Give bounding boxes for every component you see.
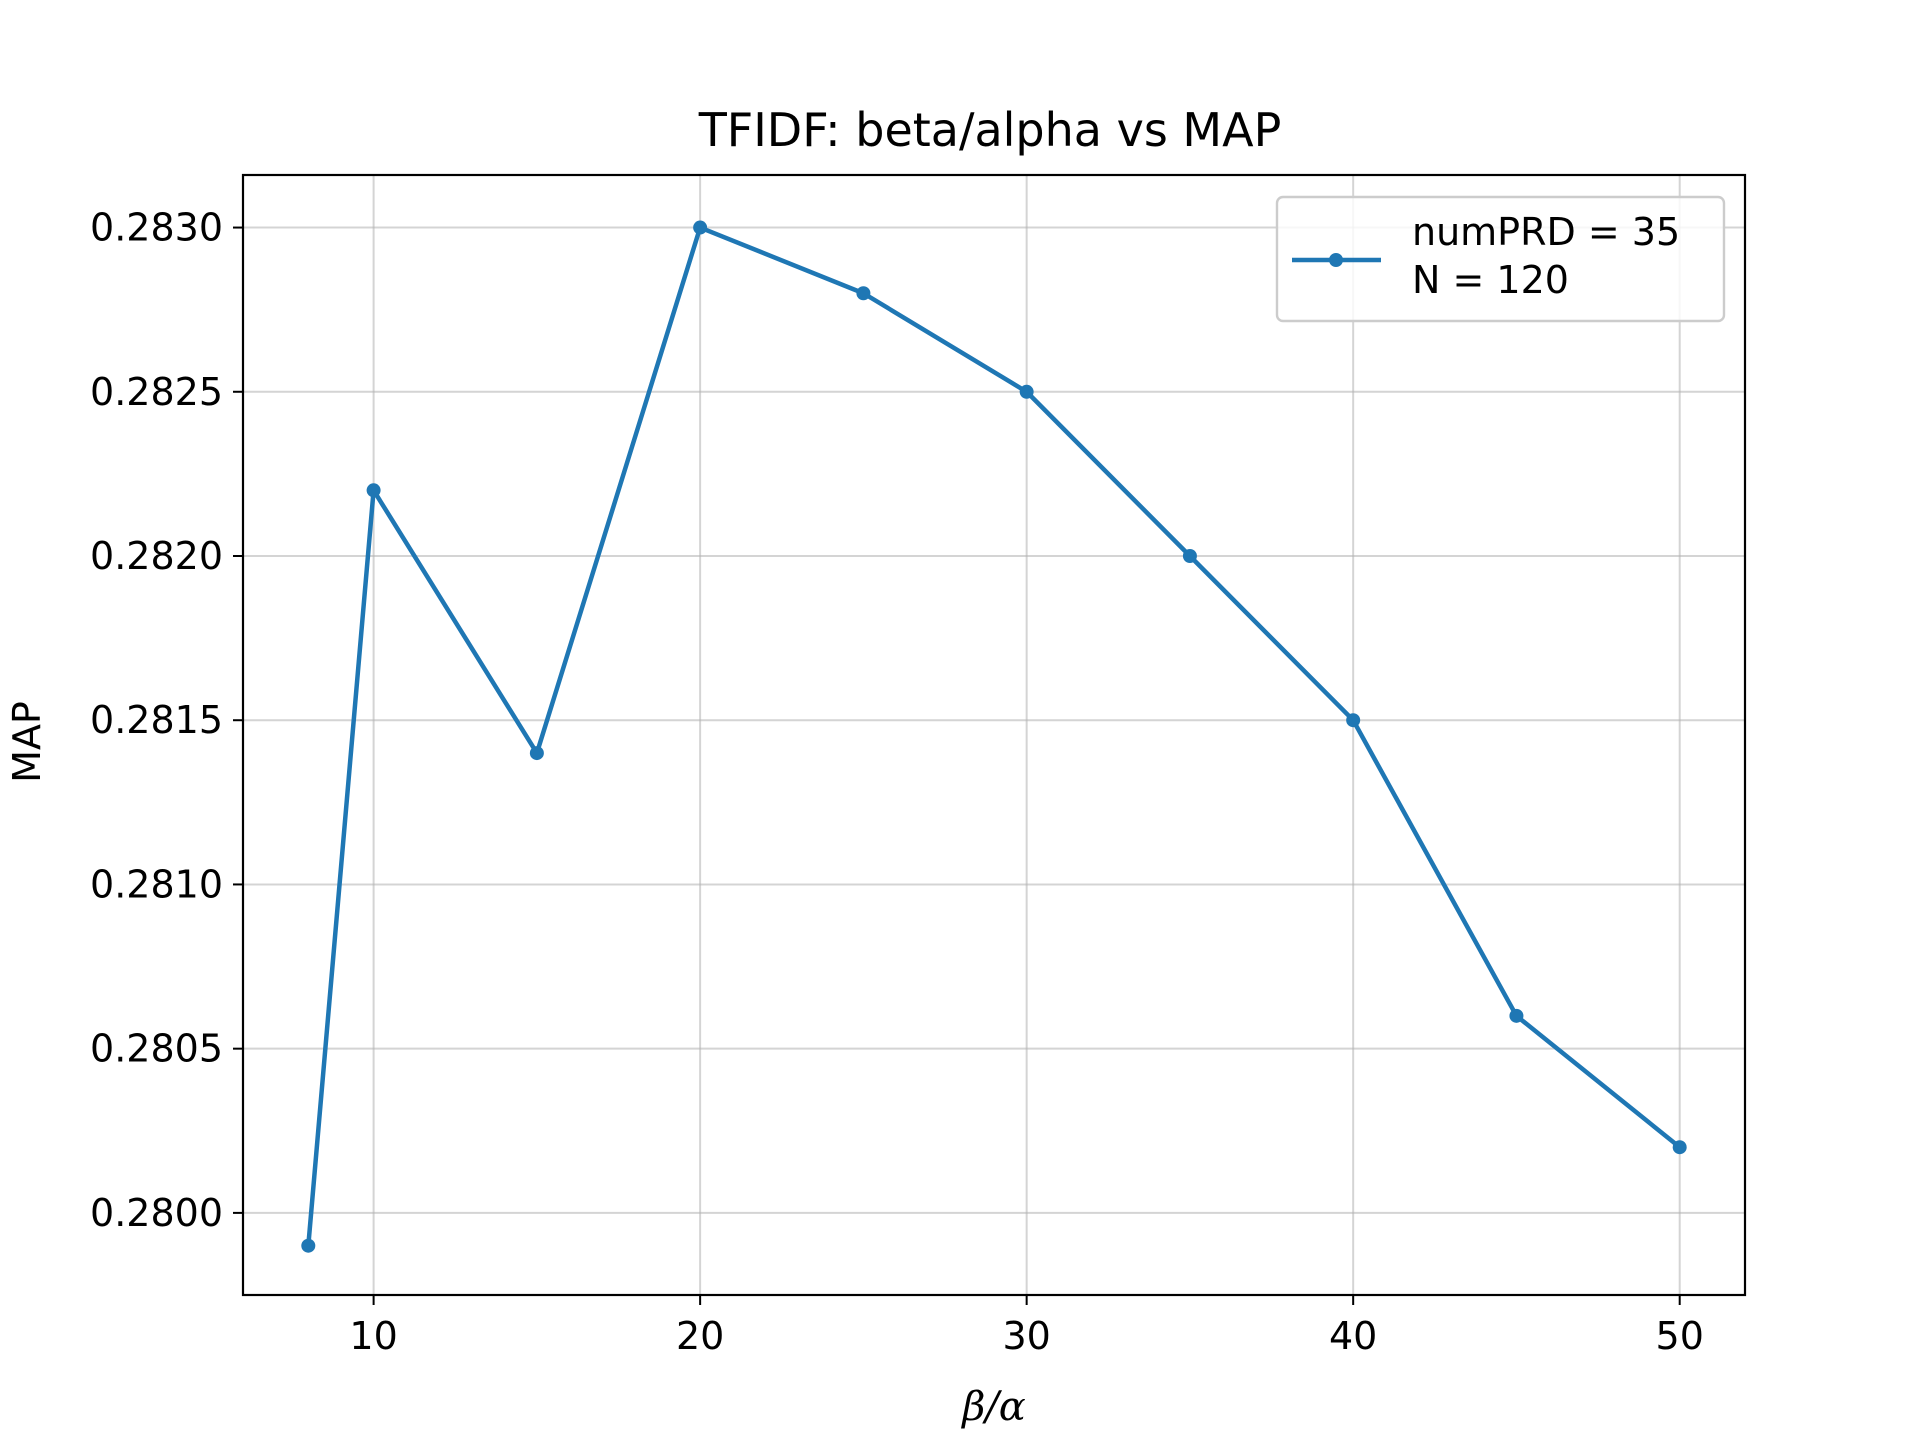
y-axis-label: MAP	[5, 701, 49, 783]
y-tick-label: 0.2820	[90, 534, 223, 578]
grid-lines	[243, 175, 1745, 1295]
series-line	[306, 225, 1682, 1246]
data-point	[1509, 1008, 1524, 1023]
x-tick-label: 50	[1656, 1314, 1704, 1358]
data-point	[856, 286, 871, 301]
legend-box	[1275, 195, 1726, 323]
legend-label-line-1: numPRD = 35	[1412, 210, 1680, 254]
data-point	[366, 483, 381, 498]
x-tick-label: 30	[1002, 1314, 1050, 1358]
y-tick-label: 0.2810	[90, 862, 223, 906]
x-tick-label: 40	[1329, 1314, 1377, 1358]
data-point	[1182, 548, 1197, 563]
chart-title: TFIDF: beta/alpha vs MAP	[698, 103, 1282, 157]
legend-marker-swatch	[1329, 253, 1343, 267]
x-tick-label: 20	[676, 1314, 724, 1358]
series-layer	[301, 220, 1687, 1253]
y-axis-ticks: 0.2800 0.2805 0.2810 0.2815 0.2820 0.2825 0.28…	[90, 206, 243, 1235]
x-axis-label: β/α	[960, 1384, 1026, 1430]
legend-label-line-2: N = 120	[1412, 258, 1569, 302]
data-point	[301, 1238, 316, 1253]
y-tick-label: 0.2805	[90, 1027, 223, 1071]
y-tick-label: 0.2830	[90, 206, 223, 250]
data-point	[1346, 713, 1361, 728]
data-point	[529, 746, 544, 761]
y-tick-label: 0.2825	[90, 370, 223, 414]
plot-frame	[241, 173, 1747, 1297]
legend: numPRD = 35 N = 120	[1275, 195, 1726, 323]
y-tick-label: 0.2815	[90, 698, 223, 742]
data-point	[1672, 1140, 1687, 1155]
data-point	[693, 220, 708, 235]
x-tick-label: 10	[349, 1314, 397, 1358]
data-point	[1019, 384, 1034, 399]
y-tick-label: 0.2800	[90, 1191, 223, 1235]
x-axis-ticks: 10 20 30 40 50	[349, 1295, 1704, 1358]
